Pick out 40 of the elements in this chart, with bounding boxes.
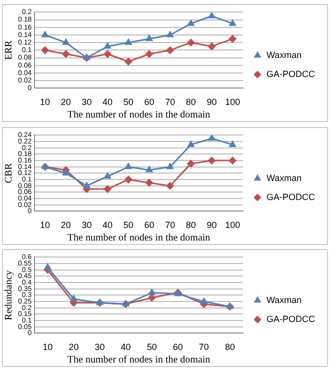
x-tick-label: 50 bbox=[123, 97, 134, 108]
x-tick-label: 40 bbox=[120, 342, 131, 352]
x-tick-label: 60 bbox=[144, 97, 154, 108]
x-tick-label: 40 bbox=[102, 97, 113, 108]
x-tick-label: 10 bbox=[40, 220, 50, 230]
y-axis-title: Redundancy bbox=[4, 270, 15, 320]
x-tick-label: 70 bbox=[198, 342, 209, 352]
legend-label: Waxman bbox=[266, 294, 302, 305]
x-axis-title: The number of nodes in the domain bbox=[67, 232, 210, 244]
legend-label: Waxman bbox=[266, 50, 302, 60]
x-tick-label: 100 bbox=[225, 97, 240, 108]
x-tick-label: 20 bbox=[60, 220, 71, 230]
x-tick-label: 80 bbox=[186, 220, 196, 230]
x-tick-label: 70 bbox=[165, 220, 176, 230]
y-axis-title: ERR bbox=[4, 40, 15, 60]
x-axis-title: The number of nodes in the domain bbox=[67, 354, 210, 366]
x-tick-label: 20 bbox=[68, 342, 79, 352]
x-axis-title: The number of nodes in the domain bbox=[67, 110, 210, 121]
legend-label: GA-PODCC bbox=[266, 68, 316, 79]
legend-label: Waxman bbox=[266, 172, 302, 183]
x-tick-label: 30 bbox=[82, 220, 92, 230]
x-tick-label: 80 bbox=[186, 97, 196, 108]
x-tick-label: 60 bbox=[172, 342, 183, 352]
x-tick-label: 20 bbox=[60, 97, 71, 108]
x-tick-label: 50 bbox=[146, 342, 157, 352]
x-tick-label: 90 bbox=[206, 220, 217, 230]
x-tick-label: 30 bbox=[94, 342, 105, 352]
x-tick-label: 50 bbox=[123, 220, 134, 230]
x-tick-label: 100 bbox=[225, 220, 240, 230]
x-tick-label: 80 bbox=[224, 342, 235, 352]
legend-label: GA-PODCC bbox=[266, 192, 316, 202]
x-tick-label: 10 bbox=[42, 342, 53, 352]
x-tick-label: 90 bbox=[206, 97, 217, 108]
x-tick-label: 40 bbox=[102, 220, 113, 230]
x-tick-label: 10 bbox=[40, 97, 50, 108]
x-tick-label: 60 bbox=[144, 220, 154, 230]
x-tick-label: 30 bbox=[82, 97, 92, 108]
x-tick-label: 70 bbox=[165, 97, 176, 108]
legend-label: GA-PODCC bbox=[266, 314, 316, 324]
y-axis-title: CBR bbox=[4, 162, 15, 184]
